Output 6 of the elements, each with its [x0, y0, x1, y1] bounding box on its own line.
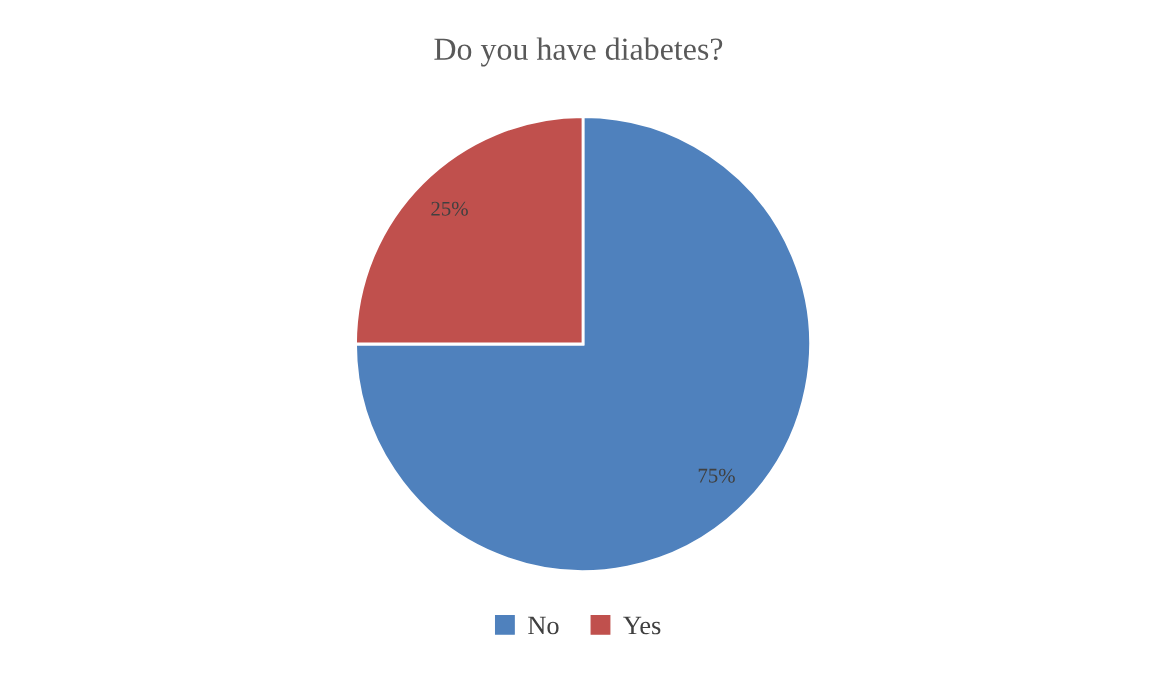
legend-label: Yes [623, 616, 661, 635]
legend-label: No [528, 616, 559, 635]
data-label: 75% [698, 468, 735, 483]
pie-slice [354, 115, 812, 573]
data-label: 25% [431, 201, 468, 216]
chart-title: Do you have diabetes? [434, 37, 723, 67]
